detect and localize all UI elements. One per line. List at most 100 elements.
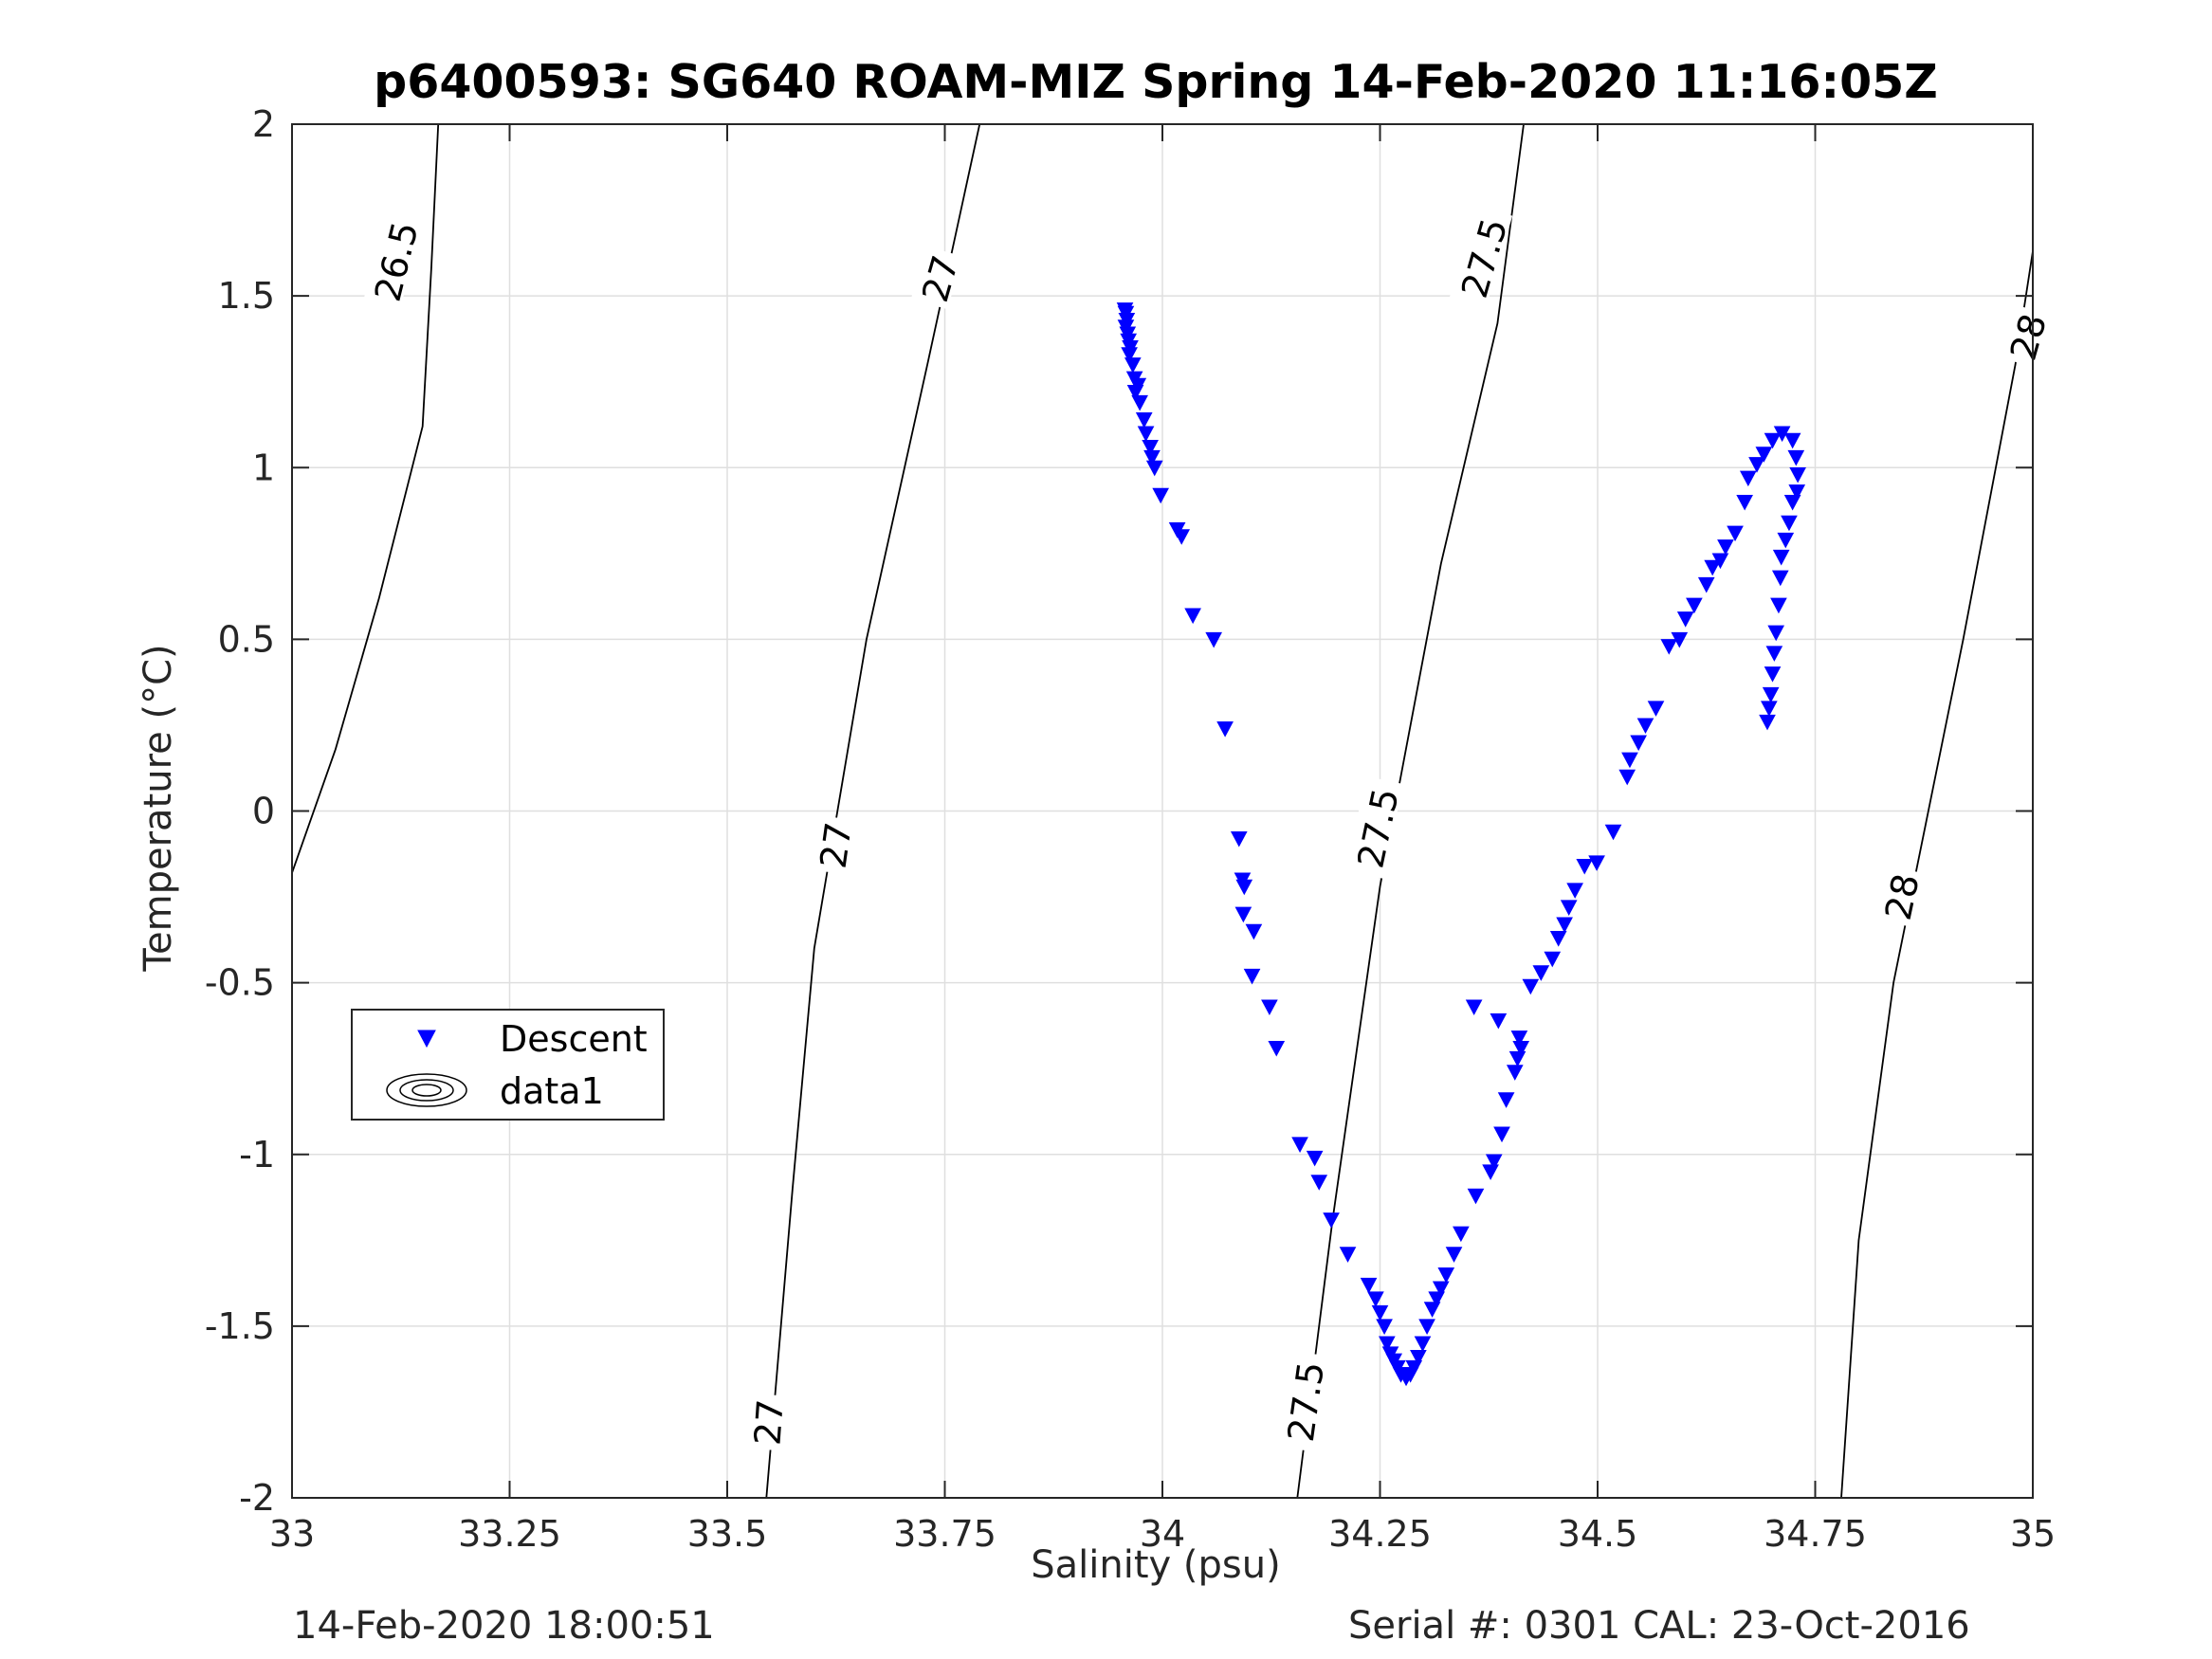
contour-label: 28 <box>1874 865 1928 927</box>
descent-point <box>1291 1137 1308 1153</box>
isopycnal-line-27.5 <box>1296 124 1525 1498</box>
contour-label: 28 <box>1999 304 2055 368</box>
descent-point <box>1618 769 1636 786</box>
descent-point <box>1143 449 1161 466</box>
descent-point <box>1676 611 1694 628</box>
x-tick-label: 34 <box>1140 1513 1185 1555</box>
descent-point <box>1184 608 1201 625</box>
y-tick-label: -0.5 <box>205 962 275 1004</box>
descent-point <box>1126 385 1144 401</box>
descent-point <box>1755 447 1773 463</box>
descent-point <box>1142 440 1159 456</box>
legend-contour-icon <box>386 1073 467 1107</box>
isopycnal-line-27 <box>765 124 981 1498</box>
x-tick-label: 34.25 <box>1328 1513 1432 1555</box>
descent-point <box>1414 1336 1432 1353</box>
y-tick-label: 2 <box>252 103 275 145</box>
legend-contour-icon <box>411 1084 442 1097</box>
descent-point <box>1306 1150 1324 1167</box>
descent-point <box>1532 965 1550 981</box>
descent-point <box>1522 978 1540 995</box>
descent-point <box>1135 412 1153 428</box>
descent-point <box>1465 999 1483 1016</box>
descent-point <box>1376 1319 1393 1335</box>
descent-point <box>1717 539 1734 556</box>
chart-title: p6400593: SG640 ROAM-MIZ Spring 14-Feb-2… <box>374 55 1938 109</box>
descent-point <box>1759 714 1776 731</box>
descent-point <box>1371 1304 1389 1322</box>
descent-point <box>1137 426 1155 443</box>
descent-point <box>1764 432 1782 449</box>
descent-point <box>1770 597 1787 614</box>
descent-point <box>1410 1349 1427 1366</box>
y-tick-label: 0.5 <box>218 618 275 660</box>
descent-point <box>1704 559 1722 576</box>
descent-point <box>1560 900 1578 916</box>
legend-label-descent: Descent <box>500 1018 648 1060</box>
y-tick-label: 1 <box>252 447 275 488</box>
contour-label-text: 27 <box>746 1398 791 1447</box>
descent-point <box>1621 752 1638 769</box>
y-axis-label: Temperature (°C) <box>137 644 180 972</box>
descent-point <box>1762 686 1780 703</box>
contour-label: 27 <box>744 1393 792 1451</box>
descent-point <box>1235 879 1253 896</box>
descent-point <box>1686 597 1703 614</box>
y-tick-label: -1 <box>239 1134 275 1176</box>
descent-point <box>1765 646 1783 662</box>
descent-point <box>1506 1065 1524 1081</box>
descent-point <box>1544 951 1562 968</box>
descent-point <box>1490 1012 1508 1030</box>
descent-point <box>1777 532 1795 549</box>
legend-contour-icon <box>399 1079 454 1102</box>
descent-point <box>1485 1154 1503 1171</box>
descent-point <box>1445 1247 1463 1263</box>
x-tick-label: 34.75 <box>1764 1513 1867 1555</box>
descent-point <box>1493 1126 1510 1143</box>
descent-point <box>1437 1267 1455 1284</box>
descent-point <box>1697 576 1715 593</box>
descent-point <box>1764 666 1782 683</box>
contour-label: 27.5 <box>1276 1350 1332 1452</box>
descent-point <box>1789 466 1806 483</box>
footer-timestamp: 14-Feb-2020 18:00:51 <box>293 1604 715 1648</box>
y-tick-label: -2 <box>239 1477 275 1519</box>
x-tick-label: 35 <box>2010 1513 2056 1555</box>
x-tick-label: 33 <box>269 1513 315 1555</box>
x-tick-label: 34.5 <box>1558 1513 1638 1555</box>
descent-point <box>1124 357 1142 374</box>
descent-point <box>1245 923 1263 940</box>
descent-point <box>1379 1336 1396 1353</box>
descent-point <box>1787 449 1805 466</box>
descent-point <box>1131 394 1148 411</box>
descent-point <box>1549 931 1567 947</box>
descent-point <box>1205 631 1222 648</box>
descent-point <box>1783 432 1801 449</box>
legend-box <box>351 1009 665 1121</box>
isopycnal-line-26.5 <box>292 124 440 873</box>
contour-label-text: 28 <box>1877 870 1928 923</box>
descent-point <box>1510 1030 1528 1047</box>
descent-point <box>1727 525 1744 542</box>
descent-point <box>1418 1319 1435 1335</box>
legend-label-data1: data1 <box>500 1070 604 1112</box>
descent-point <box>1467 1188 1485 1205</box>
descent-point <box>1261 999 1278 1016</box>
descent-point <box>1145 460 1163 477</box>
descent-point <box>1647 701 1665 717</box>
footer-serial-calibration: Serial #: 0301 CAL: 23-Oct-2016 <box>1348 1604 1970 1648</box>
x-tick-label: 33.75 <box>893 1513 996 1555</box>
descent-point <box>1497 1092 1515 1108</box>
descent-point <box>1636 718 1654 735</box>
descent-point <box>1453 1226 1470 1243</box>
descent-point <box>1630 735 1647 752</box>
descent-point <box>1566 883 1583 899</box>
x-axis-label: Salinity (psu) <box>1031 1543 1280 1587</box>
descent-point <box>1736 494 1753 511</box>
descent-point <box>1767 625 1785 642</box>
descent-point <box>1783 494 1801 511</box>
descent-point <box>1234 906 1252 923</box>
descent-point <box>1748 457 1765 473</box>
